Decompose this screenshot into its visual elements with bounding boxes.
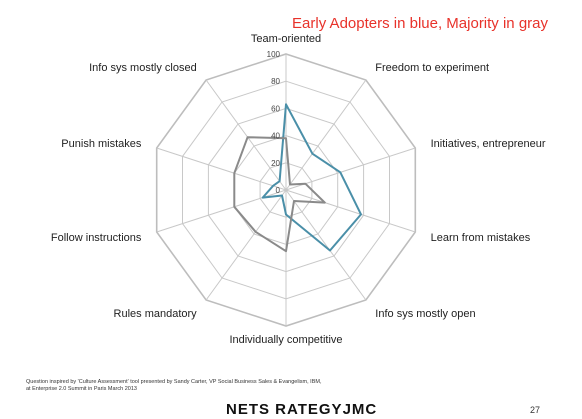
tick-label: 20 (271, 159, 280, 168)
tick-label: 100 (267, 50, 281, 59)
series-majority (233, 136, 326, 253)
axis-label: Info sys mostly closed (89, 62, 197, 74)
radar-series (233, 103, 362, 253)
tick-label: 60 (271, 104, 280, 113)
footnote: Question inspired by 'Culture Assessment… (26, 379, 322, 392)
axis-label: Team-oriented (251, 33, 321, 45)
axis-label: Info sys mostly open (375, 308, 475, 320)
axis-label: Individually competitive (229, 334, 342, 346)
axis-label: Rules mandatory (114, 308, 198, 320)
tick-label: 0 (276, 186, 281, 195)
axis-spoke (285, 189, 416, 233)
axis-spoke (205, 79, 287, 191)
chart-heading: Early Adopters in blue, Majority in gray (292, 15, 548, 32)
company-logo: NETS RATEGYJMC (226, 401, 378, 418)
tick-label: 40 (271, 132, 280, 141)
page-number: 27 (529, 405, 540, 415)
series-early-adopters (261, 103, 362, 252)
radar-axis-labels: Team-oriented Freedom to experiment Initia… (51, 33, 546, 346)
radar-ticks: 0 20 40 60 80 100 (267, 50, 281, 195)
tick-label: 80 (271, 77, 280, 86)
axis-label: Initiatives, entrepreneur (431, 138, 546, 150)
axis-label: Freedom to experiment (375, 62, 489, 74)
axis-label: Punish mistakes (61, 138, 142, 150)
axis-spoke (285, 189, 367, 301)
axis-spoke (156, 147, 287, 191)
axis-spoke (285, 79, 367, 191)
axis-spoke (205, 189, 287, 301)
radar-grid (155, 53, 417, 327)
axis-label: Follow instructions (51, 232, 142, 244)
axis-label: Learn from mistakes (431, 232, 531, 244)
axis-spoke (285, 147, 416, 191)
